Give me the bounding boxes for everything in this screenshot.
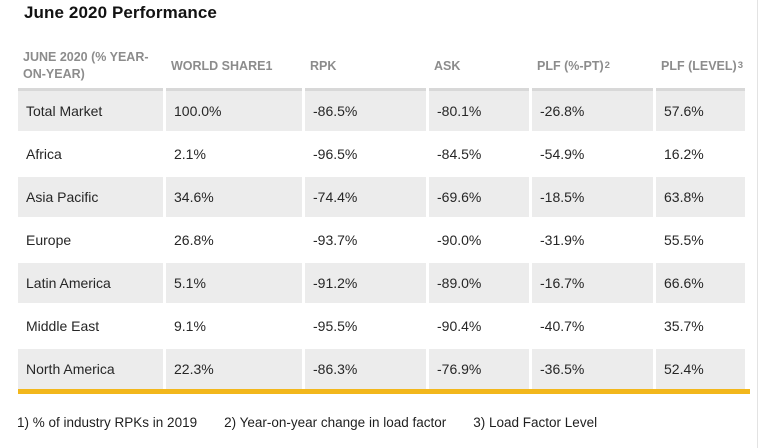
cell-rpk: -74.4% [305, 177, 426, 217]
table-row-europe: Europe 26.8% -93.7% -90.0% -31.9% 55.5% [18, 220, 745, 260]
cell-rpk: -86.3% [305, 349, 426, 389]
footnote-2: 2) Year-on-year change in load factor [224, 415, 447, 430]
table-row-total-market: Total Market 100.0% -86.5% -80.1% -26.8%… [18, 91, 745, 131]
column-header-label: JUNE 2020 (% YEAR-ON-YEAR) [23, 50, 149, 81]
cell-region: Middle East [18, 306, 163, 346]
column-header-label: RPK [310, 58, 337, 73]
column-header-june-2020-yoy: JUNE 2020 (% YEAR-ON-YEAR) [18, 45, 163, 91]
cell-plf-pt: -36.5% [532, 349, 653, 389]
cell-ask: -69.6% [429, 177, 529, 217]
cell-world-share: 9.1% [166, 306, 302, 346]
column-header-label: WORLD SHARE1 [171, 58, 273, 73]
cell-region: Africa [18, 134, 163, 174]
column-header-plf-pt: PLF (%-PT) 2 [532, 45, 653, 91]
cell-region: North America [18, 349, 163, 389]
column-header-ask: ASK [429, 45, 529, 91]
cell-ask: -84.5% [429, 134, 529, 174]
cell-plf-pt: -16.7% [532, 263, 653, 303]
column-header-world-share: WORLD SHARE1 [166, 45, 302, 91]
cell-plf-level: 35.7% [656, 306, 745, 346]
cell-ask: -90.4% [429, 306, 529, 346]
cell-plf-pt: -54.9% [532, 134, 653, 174]
table-header-row: JUNE 2020 (% YEAR-ON-YEAR) WORLD SHARE1 … [18, 45, 745, 91]
table-row-north-america: North America 22.3% -86.3% -76.9% -36.5%… [18, 349, 745, 389]
cell-world-share: 34.6% [166, 177, 302, 217]
cell-ask: -90.0% [429, 220, 529, 260]
column-header-label: PLF (%-PT) [537, 58, 604, 73]
table-row-latin-america: Latin America 5.1% -91.2% -89.0% -16.7% … [18, 263, 745, 303]
performance-table: JUNE 2020 (% YEAR-ON-YEAR) WORLD SHARE1 … [17, 45, 750, 430]
cell-plf-level: 57.6% [656, 91, 745, 131]
cell-plf-pt: -40.7% [532, 306, 653, 346]
cell-plf-level: 55.5% [656, 220, 745, 260]
footnote-3: 3) Load Factor Level [473, 415, 598, 430]
cell-world-share: 22.3% [166, 349, 302, 389]
cell-ask: -80.1% [429, 91, 529, 131]
cell-region: Latin America [18, 263, 163, 303]
footnotes: 1) % of industry RPKs in 2019 2) Year-on-… [17, 415, 745, 430]
cell-plf-pt: -26.8% [532, 91, 653, 131]
footnote-1: 1) % of industry RPKs in 2019 [17, 415, 198, 430]
column-header-label: PLF (LEVEL) [661, 58, 737, 73]
cell-plf-pt: -18.5% [532, 177, 653, 217]
cell-plf-level: 16.2% [656, 134, 745, 174]
cell-world-share: 100.0% [166, 91, 302, 131]
gold-accent-bar [18, 389, 750, 394]
table-row-asia-pacific: Asia Pacific 34.6% -74.4% -69.6% -18.5% … [18, 177, 745, 217]
cell-world-share: 26.8% [166, 220, 302, 260]
cell-plf-level: 66.6% [656, 263, 745, 303]
cell-plf-level: 63.8% [656, 177, 745, 217]
cell-ask: -76.9% [429, 349, 529, 389]
page-title: June 2020 Performance [24, 3, 217, 22]
table-row-middle-east: Middle East 9.1% -95.5% -90.4% -40.7% 35… [18, 306, 745, 346]
cell-region: Europe [18, 220, 163, 260]
cell-rpk: -86.5% [305, 91, 426, 131]
cell-rpk: -96.5% [305, 134, 426, 174]
table-row-africa: Africa 2.1% -96.5% -84.5% -54.9% 16.2% [18, 134, 745, 174]
column-header-rpk: RPK [305, 45, 426, 91]
cell-region: Asia Pacific [18, 177, 163, 217]
column-header-plf-level: PLF (LEVEL) 3 [656, 45, 745, 91]
cell-world-share: 5.1% [166, 263, 302, 303]
cell-world-share: 2.1% [166, 134, 302, 174]
cell-rpk: -91.2% [305, 263, 426, 303]
cell-plf-pt: -31.9% [532, 220, 653, 260]
cell-ask: -89.0% [429, 263, 529, 303]
cell-plf-level: 52.4% [656, 349, 745, 389]
cell-region: Total Market [18, 91, 163, 131]
cell-rpk: -93.7% [305, 220, 426, 260]
cell-rpk: -95.5% [305, 306, 426, 346]
column-header-label: ASK [434, 58, 461, 73]
page-right-edge-divider [757, 0, 758, 448]
